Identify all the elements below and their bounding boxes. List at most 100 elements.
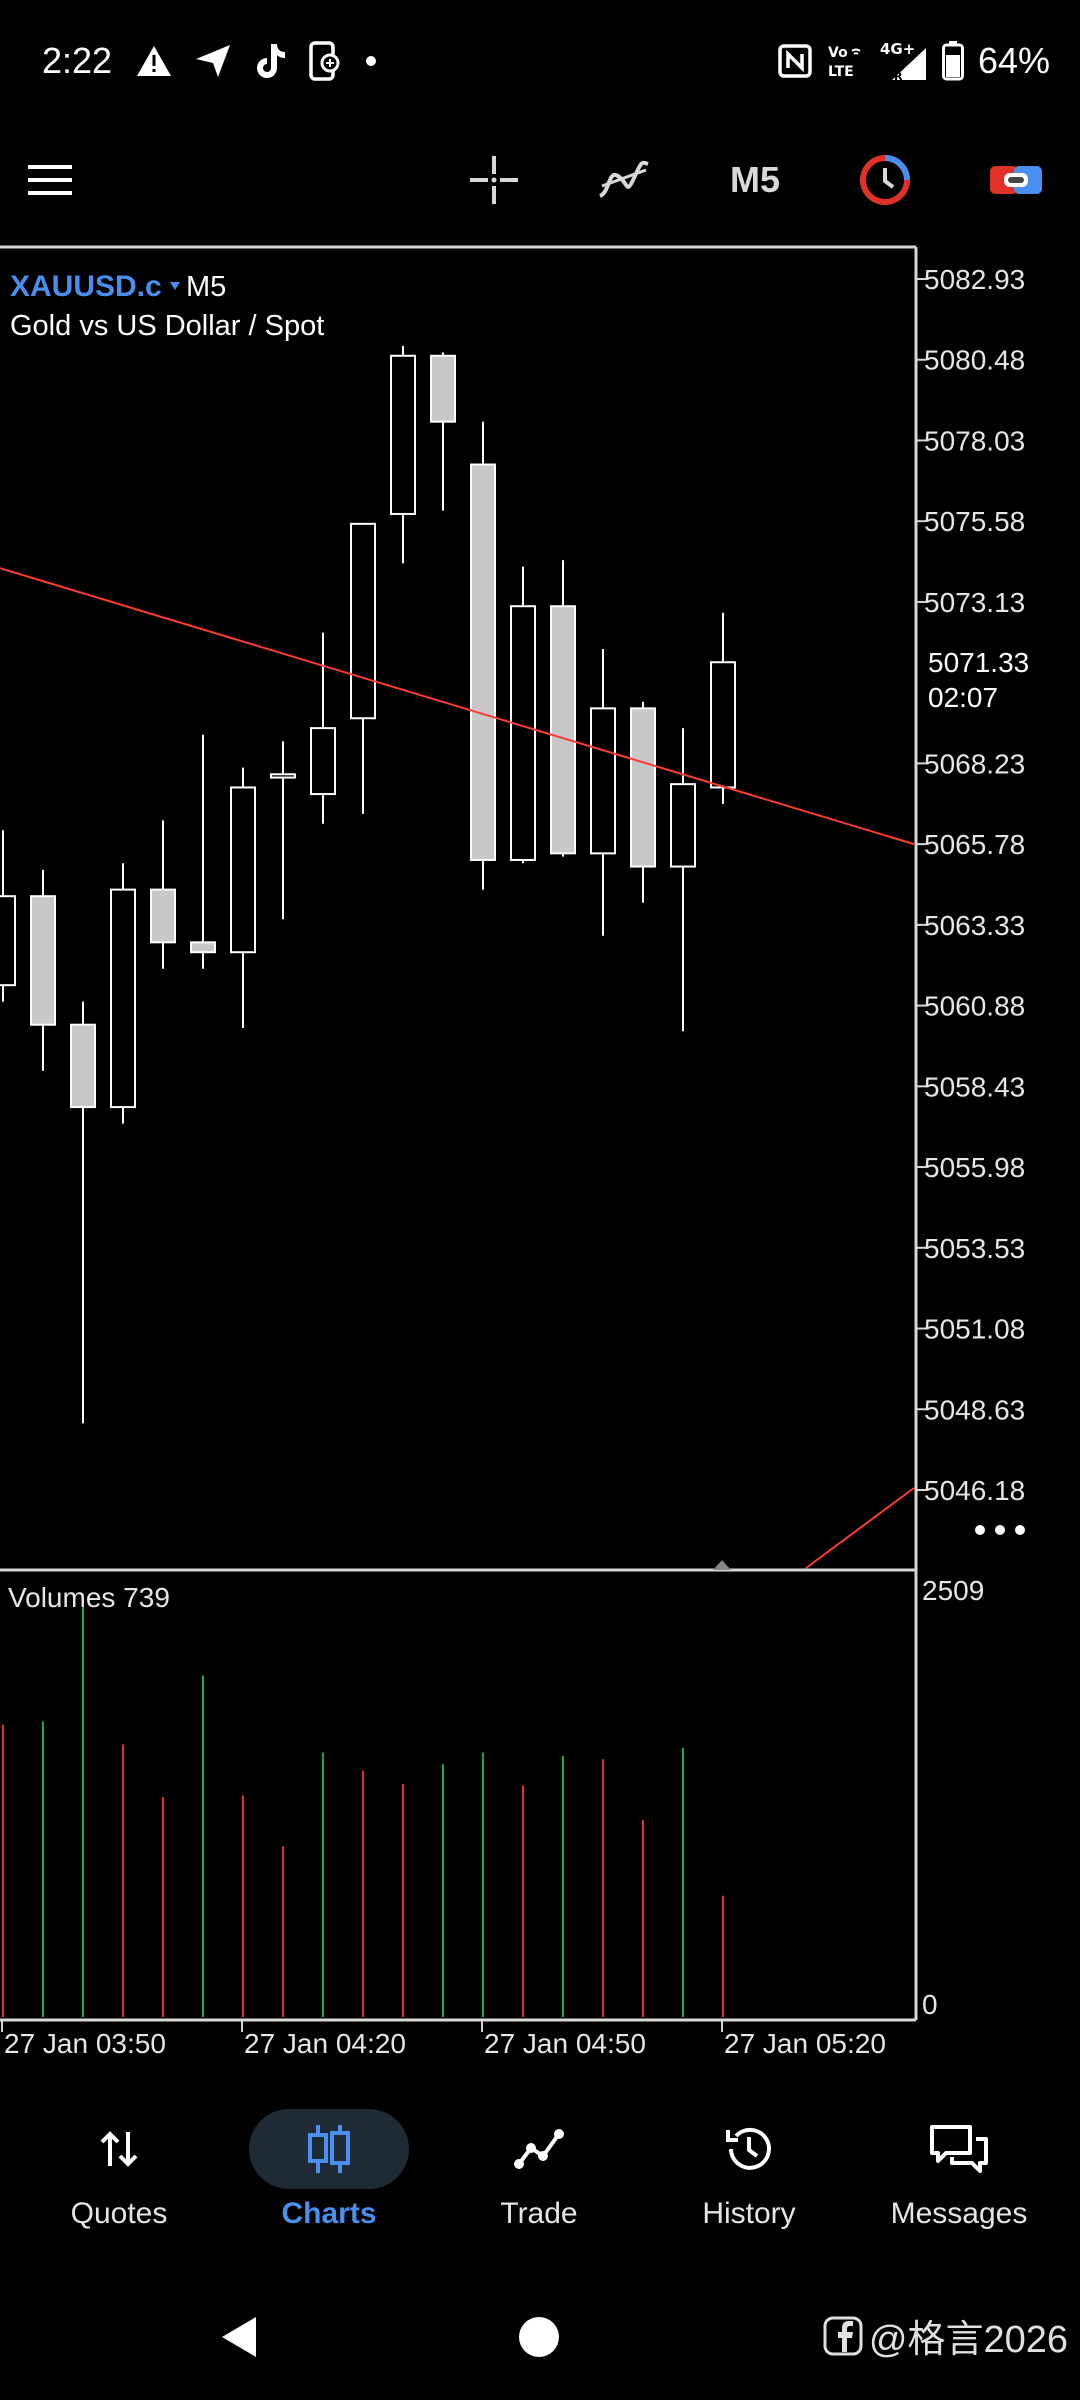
nav-label: History: [702, 2197, 796, 2230]
candle: [470, 421, 496, 890]
warning-icon: [137, 46, 171, 76]
volte-icon: Vo LTE: [828, 45, 861, 80]
charts-candles-icon: [308, 2125, 350, 2173]
nav-history[interactable]: History: [649, 2085, 849, 2245]
trading-sessions-icon: [860, 155, 910, 205]
crosshair-button[interactable]: [464, 125, 524, 235]
trendline[interactable]: [0, 567, 915, 846]
candle: [550, 560, 576, 857]
crosshair-icon: [470, 156, 518, 204]
chart-mode-toggle-button[interactable]: [984, 125, 1048, 235]
candle: [510, 566, 536, 864]
candle: [350, 522, 376, 814]
home-icon[interactable]: [517, 2315, 561, 2359]
candle: [70, 1001, 96, 1424]
candle: [310, 632, 336, 824]
price-tick-label: 5080.48: [924, 345, 1025, 376]
bar-countdown-label: 02:07: [928, 682, 998, 713]
navigation-arrow-icon: [196, 45, 230, 77]
candle: [710, 612, 736, 804]
volume-max-label: 2509: [922, 1575, 984, 1606]
time-label: 27 Jan 03:50: [4, 2028, 166, 2055]
timeframe-button[interactable]: M5: [720, 125, 790, 235]
candle: [150, 820, 176, 969]
phone-sync-icon: [309, 41, 340, 81]
nav-trade[interactable]: Trade: [439, 2085, 639, 2245]
timeframe-label: M5: [729, 159, 780, 200]
price-tick-label: 5065.78: [924, 829, 1025, 860]
symbol-timeframe-label: M5: [186, 271, 226, 303]
chart-area[interactable]: 5082.93 5080.48 5078.03 5075.58 5073.13 5068.…: [0, 235, 1080, 2055]
price-tick-label: 5048.63: [924, 1394, 1025, 1425]
hamburger-menu-icon: [28, 165, 72, 195]
trading-sessions-button[interactable]: [855, 125, 915, 235]
tiktok-icon: [257, 44, 285, 78]
trendline-layer: [0, 567, 915, 1569]
chart-canvas[interactable]: 5082.93 5080.48 5078.03 5075.58 5073.13 5068.…: [0, 235, 1080, 2055]
price-tick-label: 5073.13: [924, 587, 1025, 618]
svg-text:Vo: Vo: [828, 45, 848, 61]
candle: [270, 741, 296, 920]
watermark: @格言2026: [823, 2308, 1068, 2363]
price-axis-labels: 5082.93 5080.48 5078.03 5075.58 5073.13 5068.…: [916, 264, 1025, 1506]
time-label: 27 Jan 04:20: [244, 2028, 406, 2055]
candle: [230, 767, 256, 1029]
nav-label: Trade: [500, 2197, 578, 2230]
price-tick-label: 5055.98: [924, 1152, 1025, 1183]
candle: [590, 649, 616, 936]
current-price-label: 5071.33: [928, 647, 1029, 678]
candle: [190, 734, 216, 969]
status-time: 2:22: [42, 40, 113, 81]
price-tick-label: 5060.88: [924, 991, 1025, 1022]
system-navigation-bar: @格言2026: [0, 2280, 1080, 2400]
battery-icon: [941, 41, 964, 81]
nav-label: Messages: [890, 2197, 1028, 2230]
time-label: 27 Jan 05:20: [724, 2028, 886, 2055]
candle: [670, 728, 696, 1032]
nav-label: Quotes: [70, 2197, 168, 2230]
indicators-icon: [598, 160, 649, 198]
price-tick-label: 5053.53: [924, 1233, 1025, 1264]
quotes-arrows-icon: [100, 2131, 138, 2167]
time-label: 27 Jan 04:50: [484, 2028, 646, 2055]
svg-text:LTE: LTE: [828, 64, 854, 80]
price-tick-label: 5051.08: [924, 1314, 1025, 1345]
volume-min-label: 0: [922, 1989, 938, 2020]
svg-text:4G+: 4G+: [880, 40, 915, 58]
bottom-navigation: Quotes Charts Trade History Messages: [0, 2085, 1080, 2245]
price-tick-label: 5075.58: [924, 506, 1025, 537]
trendline-segment[interactable]: [805, 1487, 915, 1569]
status-bar: 2:22 Vo LTE 4G+ R 64%: [0, 0, 1080, 125]
symbol-dropdown-icon[interactable]: [170, 282, 180, 290]
price-tick-label: 5068.23: [924, 748, 1025, 779]
nav-messages[interactable]: Messages: [859, 2085, 1059, 2245]
candle: [430, 352, 456, 511]
facebook-icon: [823, 2316, 863, 2355]
candles-layer: [0, 345, 736, 1424]
symbol-description: Gold vs US Dollar / Spot: [10, 310, 324, 342]
symbol-label[interactable]: XAUUSD.c: [10, 270, 162, 303]
nav-quotes[interactable]: Quotes: [19, 2085, 219, 2245]
price-tick-label: 5058.43: [924, 1071, 1025, 1102]
chart-toolbar: M5: [0, 125, 1080, 235]
price-tick-label: 5078.03: [924, 425, 1025, 456]
nav-label: Charts: [281, 2197, 377, 2230]
price-tick-label: 5082.93: [924, 264, 1025, 295]
menu-button[interactable]: [20, 125, 80, 235]
trade-line-icon: [514, 2129, 564, 2169]
back-icon[interactable]: [220, 2315, 260, 2359]
indicators-button[interactable]: [592, 125, 656, 235]
candle: [110, 863, 136, 1124]
price-tick-label: 5046.18: [924, 1475, 1025, 1506]
nav-charts[interactable]: Charts: [229, 2085, 429, 2245]
panel-resize-handle: [713, 1560, 731, 1570]
volumes-layer: [2, 1605, 724, 2017]
time-axis: 27 Jan 03:50 27 Jan 04:20 27 Jan 04:50 2…: [1, 2020, 886, 2055]
candle: [30, 869, 56, 1071]
status-left-icons: [136, 36, 378, 86]
price-tick-label: 5063.33: [924, 910, 1025, 941]
candle: [630, 701, 656, 903]
history-clock-icon: [726, 2127, 771, 2170]
chart-more-options-icon[interactable]: [975, 1525, 1025, 1535]
candle: [390, 345, 416, 564]
